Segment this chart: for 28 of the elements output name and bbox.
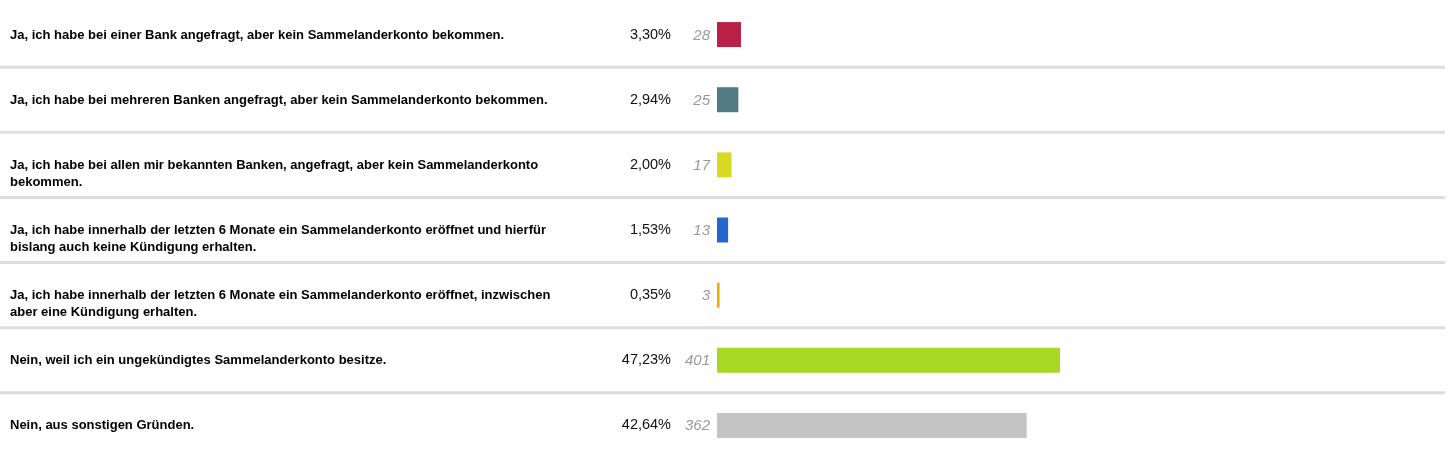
text: 3 <box>701 286 711 304</box>
y-tick-label: Ja, ich habe bei allen mir bekannten Banken, angefragt, aber kein Sammelanderkonto bekommen. <box>10 156 539 189</box>
bar <box>717 347 1060 373</box>
data-label: 47,23% <box>621 351 672 368</box>
text: 25 <box>692 90 711 108</box>
bar <box>717 217 729 243</box>
bar <box>717 412 1027 438</box>
bar <box>717 152 732 178</box>
y-tick-label: Ja, ich habe bei mehreren Banken angefragt, aber kein Sammelanderkonto bekommen. <box>10 91 548 107</box>
text: 13 <box>693 221 711 238</box>
y-tick-label: Nein, weil ich ein ungekündigtes Sammelanderkonto besitze. <box>10 352 387 368</box>
data-label: 3,30% <box>629 25 672 42</box>
y-tick-label: Ja, ich habe bei einer Bank angefragt, aber kein Sammelanderkonto bekommen. <box>10 26 505 42</box>
text: 28 <box>692 25 711 43</box>
data-label: 2,00% <box>629 155 672 172</box>
text: 362 <box>684 416 711 434</box>
data-label: 2,94% <box>629 90 672 107</box>
text: 401 <box>684 351 710 369</box>
bar <box>717 22 741 48</box>
text: 17 <box>693 155 711 173</box>
bar <box>717 87 739 113</box>
bar <box>717 282 720 308</box>
data-label: 42,64% <box>621 416 672 433</box>
y-tick-label: Nein, aus sonstigen Gründen. <box>10 417 195 433</box>
y-tick-label: Ja, ich habe innerhalb der letzten 6 Monate ein Sammelanderkonto eröffnet und hierfür bislang auch keine Kündigung erhalten. <box>10 222 546 254</box>
y-tick-label: Ja, ich habe innerhalb der letzten 6 Monate ein Sammelanderkonto eröffnet, inzwischen aber eine Kündigung erhalten. <box>10 287 551 320</box>
data-label: 0,35% <box>629 286 672 303</box>
data-label: 1,53% <box>629 221 672 237</box>
